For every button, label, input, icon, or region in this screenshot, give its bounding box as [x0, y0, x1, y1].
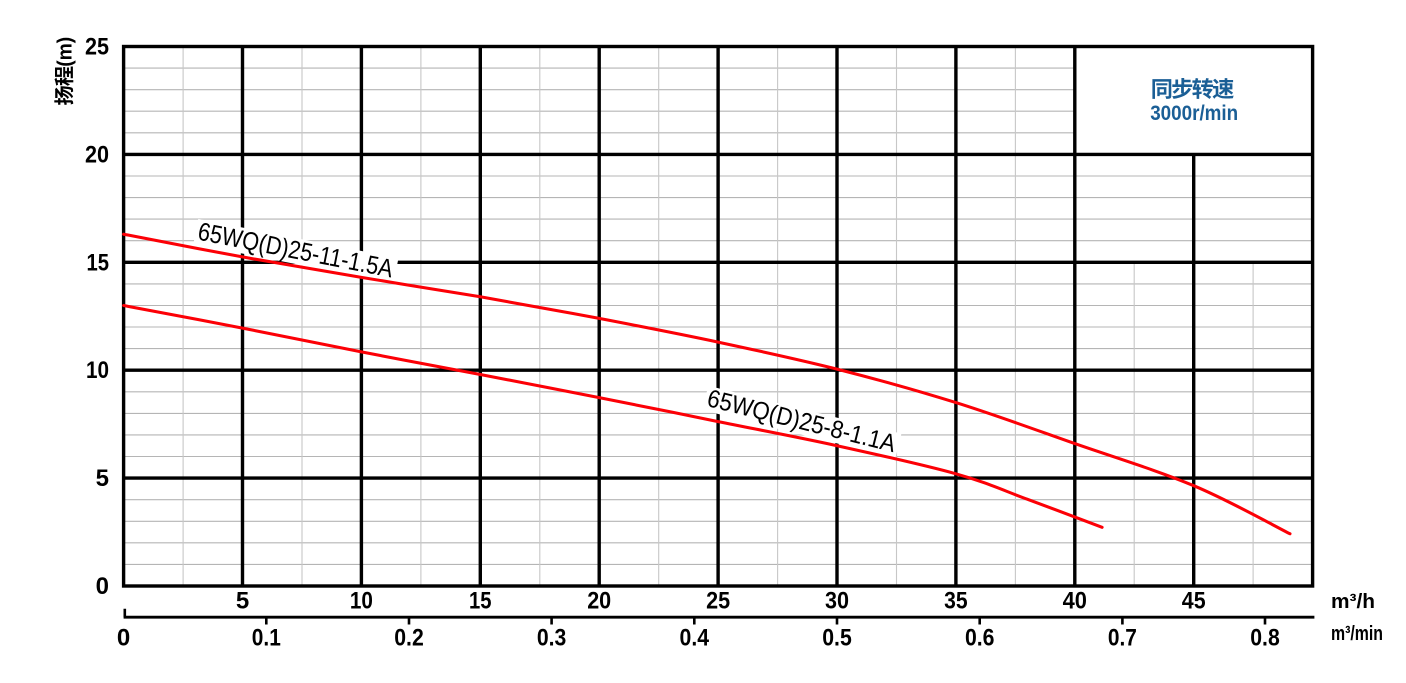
svg-text:0.2: 0.2: [394, 625, 424, 652]
svg-text:3000r/min: 3000r/min: [1150, 100, 1238, 125]
svg-text:25: 25: [706, 588, 730, 615]
svg-text:0.8: 0.8: [1250, 625, 1280, 652]
svg-text:45: 45: [1182, 588, 1206, 615]
svg-text:40: 40: [1063, 588, 1087, 615]
svg-text:0.6: 0.6: [965, 625, 995, 652]
svg-text:m³/min: m³/min: [1331, 623, 1383, 645]
svg-text:0.1: 0.1: [252, 625, 281, 652]
svg-text:5: 5: [236, 588, 249, 615]
svg-text:5: 5: [96, 465, 109, 492]
svg-text:0.3: 0.3: [537, 625, 567, 652]
svg-text:0: 0: [96, 573, 109, 600]
svg-text:10: 10: [350, 588, 373, 615]
svg-text:0: 0: [117, 625, 130, 652]
svg-text:20: 20: [587, 588, 611, 615]
svg-text:25: 25: [85, 34, 109, 61]
svg-text:0.7: 0.7: [1108, 625, 1137, 652]
svg-text:20: 20: [85, 141, 109, 168]
svg-text:m³/h: m³/h: [1331, 591, 1375, 613]
svg-text:30: 30: [825, 588, 849, 615]
svg-text:15: 15: [469, 588, 492, 615]
svg-text:0.4: 0.4: [680, 625, 710, 652]
svg-text:(m): (m): [55, 37, 77, 67]
svg-text:15: 15: [87, 249, 110, 276]
svg-text:35: 35: [944, 588, 968, 615]
svg-text:0.5: 0.5: [822, 625, 852, 652]
svg-text:10: 10: [86, 357, 109, 384]
